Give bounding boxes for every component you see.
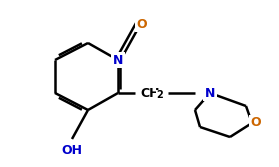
Text: CH: CH <box>140 87 160 100</box>
Text: O: O <box>251 117 261 129</box>
Text: N: N <box>113 53 123 66</box>
Text: OH: OH <box>61 144 83 157</box>
Text: O: O <box>137 18 147 31</box>
Text: 2: 2 <box>157 90 163 100</box>
Text: N: N <box>205 87 215 100</box>
